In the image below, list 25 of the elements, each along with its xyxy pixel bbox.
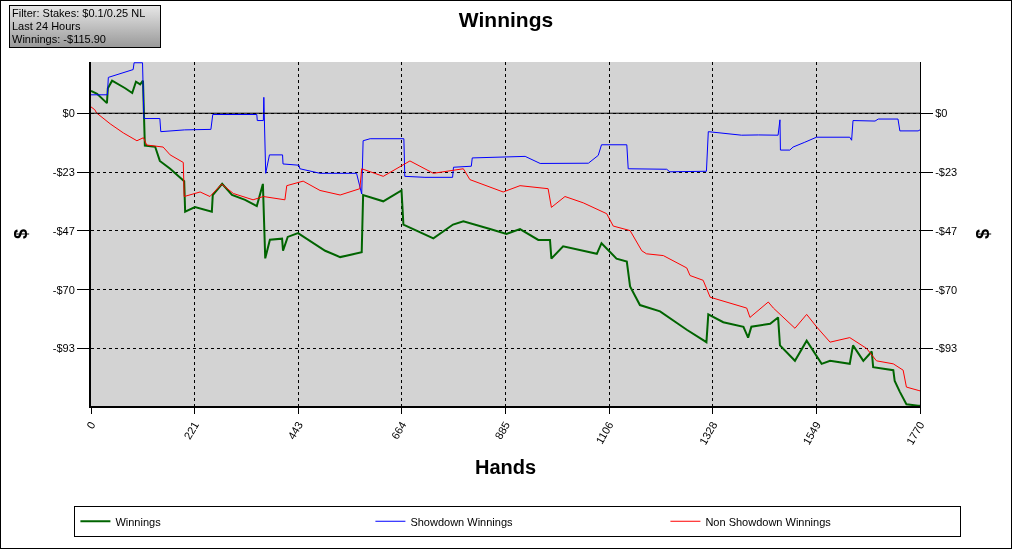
- chart-title: Winnings: [458, 7, 554, 31]
- text: Last 24 Hours: [12, 20, 82, 33]
- legend-label: Winnings: [115, 515, 162, 528]
- y-tick-label: -$93: [52, 342, 75, 355]
- y2-tick-label: -$23: [935, 165, 958, 178]
- x-tick-label: 221: [181, 419, 202, 442]
- y2-axis-title: $: [973, 228, 994, 240]
- legend-label: Non Showdown Winnings: [705, 515, 832, 528]
- y-tick-label: -$70: [52, 283, 75, 296]
- text: Filter: Stakes: $0.1/0.25 NL: [12, 7, 147, 20]
- x-tick-label: 664: [388, 419, 409, 442]
- legend-label: Showdown Winnings: [410, 515, 514, 528]
- y2-tick-label: -$70: [935, 283, 958, 296]
- y-tick-label: -$47: [52, 224, 75, 237]
- y-tick-label: $0: [62, 107, 75, 120]
- y2-tick-label: -$47: [935, 224, 958, 237]
- y2-tick-label: -$93: [935, 342, 958, 355]
- y-axis-title: $: [11, 228, 32, 240]
- y2-tick-label: $0: [935, 107, 948, 120]
- text: Winnings: -$115.90: [12, 33, 107, 46]
- y-tick-label: -$23: [52, 165, 75, 178]
- x-tick-label: 0: [84, 419, 98, 431]
- x-tick-label: 443: [285, 419, 305, 442]
- x-tick-label: 885: [492, 419, 512, 442]
- x-axis-title: Hands: [474, 455, 537, 478]
